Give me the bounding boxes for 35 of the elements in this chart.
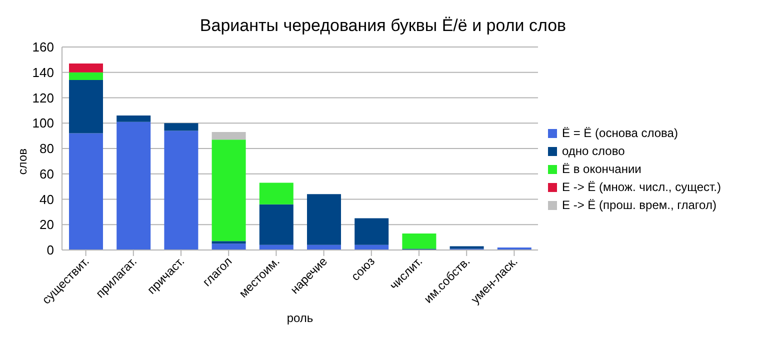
legend-label: Ё = Ё (основа слова) <box>562 125 678 142</box>
bar <box>259 204 294 245</box>
y-tick-label: 100 <box>32 116 54 131</box>
y-tick-label: 60 <box>40 166 54 182</box>
bar <box>354 218 389 245</box>
bar <box>212 132 246 140</box>
y-tick-label: 120 <box>32 90 54 106</box>
bar <box>69 133 103 250</box>
y-tick-label: 140 <box>32 64 54 80</box>
y-tick-label: 20 <box>40 217 54 232</box>
legend-label: одно слово <box>562 143 625 160</box>
y-tick-label: 0 <box>46 242 54 258</box>
bar <box>212 140 246 242</box>
legend-label: Е -> Ё (множ. числ., сущест.) <box>562 179 721 196</box>
legend-label: Е -> Ё (прош. врем., глагол) <box>562 197 716 214</box>
bar <box>164 123 198 131</box>
bar <box>307 194 341 245</box>
chart-title: Варианты чередования буквы Ё/ё и роли слов <box>198 16 568 36</box>
y-tick-label: 40 <box>40 192 54 207</box>
bar <box>259 182 294 204</box>
bar <box>116 116 151 122</box>
y-tick-label: 160 <box>32 40 54 55</box>
bar <box>69 63 103 72</box>
bar <box>212 241 246 244</box>
bar <box>116 122 151 250</box>
bar <box>402 234 436 249</box>
bar <box>212 244 246 250</box>
x-axis-title: роль <box>286 311 314 325</box>
bar <box>450 246 484 249</box>
y-axis-title: слов <box>15 148 30 175</box>
y-tick-label: 80 <box>40 141 54 156</box>
bar <box>69 80 103 134</box>
bar <box>164 130 198 250</box>
bar <box>69 72 103 80</box>
legend-label: Ё в окончании <box>562 161 642 178</box>
